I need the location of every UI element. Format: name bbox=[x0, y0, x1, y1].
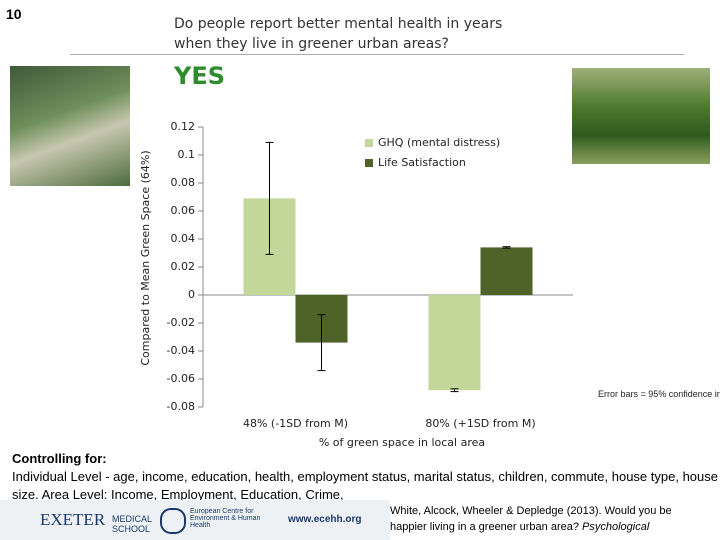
slide-title: Do people report better mental health in… bbox=[174, 16, 503, 52]
x-axis-label: % of green space in local area bbox=[319, 436, 485, 449]
bar bbox=[428, 295, 481, 391]
rule bbox=[70, 54, 684, 55]
chart: Compared to Mean Green Space (64%) % of … bbox=[139, 120, 720, 449]
citation: White, Alcock, Wheeler & Depledge (2013)… bbox=[390, 503, 710, 535]
legend-label: Life Satisfaction bbox=[378, 156, 466, 169]
x-tick-label: 48% (-1SD from M) bbox=[243, 417, 348, 430]
photo-forest bbox=[10, 66, 130, 186]
error-bar bbox=[450, 388, 459, 393]
photo-park bbox=[572, 68, 710, 164]
legend-swatch bbox=[365, 139, 373, 147]
citation-journal: Psychological bbox=[582, 521, 650, 533]
controls-heading: Controlling for: bbox=[12, 451, 107, 466]
logo-circle bbox=[160, 508, 186, 534]
error-bar bbox=[502, 246, 511, 249]
footer-url: www.ecehh.org bbox=[288, 514, 362, 525]
y-tick-label: 0.12 bbox=[171, 120, 196, 133]
x-tick-label: 80% (+1SD from M) bbox=[425, 417, 535, 430]
footer: EXETER MEDICAL SCHOOL European Centre fo… bbox=[0, 500, 390, 540]
answer: YES bbox=[174, 62, 226, 90]
y-tick-label: 0 bbox=[188, 288, 195, 301]
legend-label: GHQ (mental distress) bbox=[378, 136, 500, 149]
y-tick-label: -0.06 bbox=[167, 372, 195, 385]
error-bar bbox=[317, 314, 326, 372]
citation-text: White, Alcock, Wheeler & Depledge (2013)… bbox=[390, 505, 672, 533]
note: Error bars = 95% confidence intervals bbox=[598, 389, 720, 399]
y-tick-label: -0.08 bbox=[167, 400, 195, 413]
legend-swatch bbox=[365, 159, 373, 167]
y-tick-label: 0.04 bbox=[171, 232, 196, 245]
y-tick-label: -0.04 bbox=[167, 344, 195, 357]
y-tick-label: 0.02 bbox=[171, 260, 196, 273]
controls: Controlling for: Individual Level - age,… bbox=[12, 450, 718, 504]
y-tick-label: -0.02 bbox=[167, 316, 195, 329]
note-text: Error bars = 95% confidence intervals bbox=[598, 389, 720, 399]
footer-centre: European Centre for Environment & Human … bbox=[190, 508, 261, 529]
error-bar bbox=[265, 141, 274, 255]
y-tick-label: 0.08 bbox=[171, 176, 196, 189]
slide-number: 10 bbox=[6, 6, 22, 22]
controls-text: Individual Level - age, income, educatio… bbox=[12, 469, 718, 502]
y-tick-label: 0.06 bbox=[171, 204, 196, 217]
y-tick-label: 0.1 bbox=[178, 148, 196, 161]
footer-school: MEDICAL SCHOOL bbox=[112, 514, 152, 534]
y-axis-label: Compared to Mean Green Space (64%) bbox=[139, 150, 152, 365]
footer-university: EXETER bbox=[40, 510, 106, 529]
bar bbox=[480, 247, 533, 295]
